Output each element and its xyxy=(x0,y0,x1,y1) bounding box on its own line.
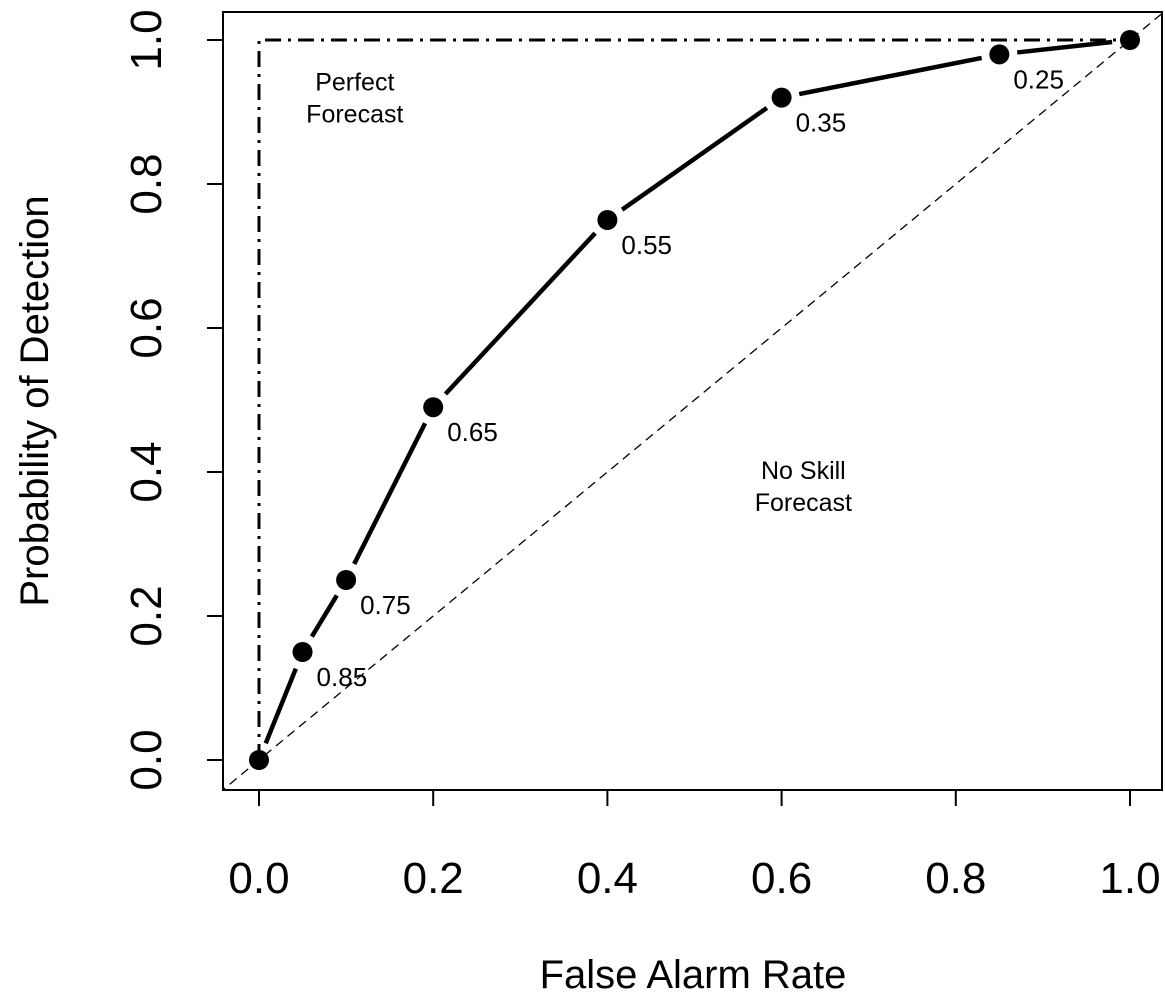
x-axis-title: False Alarm Rate xyxy=(540,953,847,997)
series-segment xyxy=(1016,39,1113,55)
x-axis: 0.0 0.2 0.4 0.6 0.8 1.0 xyxy=(228,790,1161,903)
x-tick-label: 0.4 xyxy=(577,854,638,903)
point-label: 0.85 xyxy=(317,662,368,692)
point-label: 0.55 xyxy=(621,230,672,260)
no-skill-label: Forecast xyxy=(755,489,852,517)
x-tick-label: 1.0 xyxy=(1099,854,1160,903)
data-series: 0.85 0.75 0.65 0.55 0.35 0.25 xyxy=(249,30,1140,770)
series-segment xyxy=(352,422,428,565)
series-segment xyxy=(443,231,597,396)
annotations: Perfect Forecast No Skill Forecast xyxy=(306,68,852,517)
y-axis: 0.0 0.2 0.4 0.6 0.8 1.0 xyxy=(122,9,223,791)
point-label: 0.25 xyxy=(1013,64,1064,94)
data-point xyxy=(292,642,313,662)
data-point xyxy=(989,44,1010,65)
point-label: 0.35 xyxy=(796,108,847,138)
data-point xyxy=(423,397,444,418)
series-segment xyxy=(309,594,339,638)
perfect-forecast-label: Perfect xyxy=(315,68,394,96)
series-segment xyxy=(263,667,298,745)
y-tick-label: 0.2 xyxy=(122,585,171,646)
x-tick-label: 0.0 xyxy=(228,854,289,903)
plot-frame xyxy=(222,11,1163,791)
y-tick-label: 1.0 xyxy=(122,9,171,70)
data-point xyxy=(771,87,792,108)
point-label: 0.65 xyxy=(447,417,498,447)
x-tick-label: 0.8 xyxy=(925,854,986,903)
perfect-forecast-label: Forecast xyxy=(306,100,403,128)
data-point xyxy=(1120,30,1140,50)
no-skill-label: No Skill xyxy=(761,457,846,485)
data-point xyxy=(249,750,269,770)
x-tick-label: 0.2 xyxy=(403,854,464,903)
series-segment xyxy=(620,106,769,212)
y-tick-label: 0.4 xyxy=(122,441,171,502)
x-tick-label: 0.6 xyxy=(751,854,812,903)
y-tick-label: 0.8 xyxy=(122,153,171,214)
perfect-forecast-line xyxy=(257,38,1130,760)
y-axis-title: Probability of Detection xyxy=(13,195,57,606)
data-point xyxy=(597,210,618,230)
data-point xyxy=(336,570,357,590)
no-skill-line xyxy=(223,12,1162,790)
y-tick-label: 0.6 xyxy=(122,297,171,358)
reference-lines xyxy=(223,12,1162,790)
y-tick-label: 0.0 xyxy=(122,729,171,790)
series-segment xyxy=(798,55,983,97)
point-label: 0.75 xyxy=(360,590,411,620)
